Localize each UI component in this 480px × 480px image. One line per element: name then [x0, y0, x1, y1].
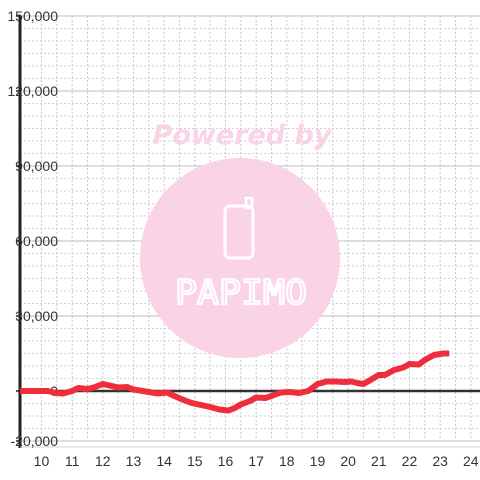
x-tick-label: 20 [340, 453, 356, 469]
watermark-text: Powered by [153, 120, 333, 151]
phone-antenna-icon [244, 196, 254, 210]
x-tick-label: 19 [310, 453, 326, 469]
grid-lines [20, 15, 480, 442]
x-tick-label: 21 [371, 453, 387, 469]
watermark: Powered by PAPIMO [140, 120, 340, 358]
x-tick-label: 12 [95, 453, 111, 469]
y-tick-label: 60,000 [15, 233, 58, 249]
y-tick-label: 30,000 [15, 308, 58, 324]
watermark-logo: PAPIMO [175, 273, 307, 313]
x-axis-tick-labels: 10 11 12 13 14 15 16 17 18 19 20 21 22 23 24 [34, 453, 479, 469]
x-tick-label: 15 [187, 453, 203, 469]
x-tick-label: 11 [65, 453, 80, 469]
x-tick-label: 22 [402, 453, 418, 469]
data-series [20, 350, 450, 414]
phone-icon [223, 204, 255, 260]
x-tick-label: 13 [126, 453, 142, 469]
y-tick-label: 150,000 [7, 8, 58, 24]
x-tick-label: 16 [218, 453, 234, 469]
y-tick-label: 120,000 [7, 83, 58, 99]
series-line [20, 350, 450, 414]
x-tick-label: 23 [432, 453, 448, 469]
x-tick-label: 17 [248, 453, 264, 469]
y-tick-label: 90,000 [15, 158, 58, 174]
x-tick-label: 10 [34, 453, 50, 469]
y-tick-label: -20,000 [11, 433, 59, 449]
x-tick-label: 18 [279, 453, 295, 469]
axes [16, 15, 480, 448]
x-tick-label: 14 [156, 453, 172, 469]
x-tick-label: 24 [463, 453, 479, 469]
